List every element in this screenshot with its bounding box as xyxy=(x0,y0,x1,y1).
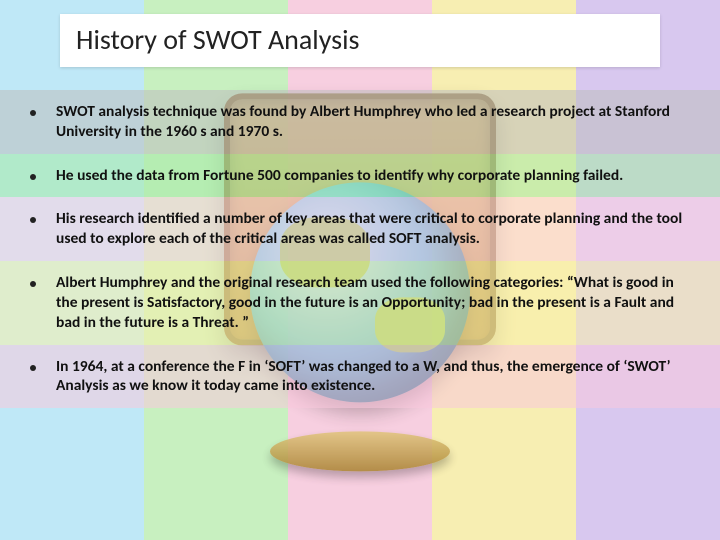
globe-stand xyxy=(270,432,450,472)
bullet-icon xyxy=(30,281,36,287)
bullet-icon xyxy=(30,110,36,116)
bullet-text: Albert Humphrey and the original researc… xyxy=(56,273,684,332)
bullet-text: SWOT analysis technique was found by Alb… xyxy=(56,102,684,142)
bullet-row: In 1964, at a conference the F in ‘SOFT’… xyxy=(0,345,720,409)
bullet-text: His research identified a number of key … xyxy=(56,209,684,249)
bullet-icon xyxy=(30,365,36,371)
bullet-icon xyxy=(30,217,36,223)
slide-title: History of SWOT Analysis xyxy=(76,22,644,57)
slide: History of SWOT Analysis SWOT analysis t… xyxy=(0,0,720,540)
bullet-row: He used the data from Fortune 500 compan… xyxy=(0,154,720,198)
bullet-row: SWOT analysis technique was found by Alb… xyxy=(0,90,720,154)
content-area: SWOT analysis technique was found by Alb… xyxy=(0,90,720,408)
bullet-text: He used the data from Fortune 500 compan… xyxy=(56,166,623,186)
title-container: History of SWOT Analysis xyxy=(60,14,660,67)
bullet-icon xyxy=(30,174,36,180)
bullet-row: His research identified a number of key … xyxy=(0,197,720,261)
bullet-text: In 1964, at a conference the F in ‘SOFT’… xyxy=(56,357,684,397)
bullet-row: Albert Humphrey and the original researc… xyxy=(0,261,720,344)
